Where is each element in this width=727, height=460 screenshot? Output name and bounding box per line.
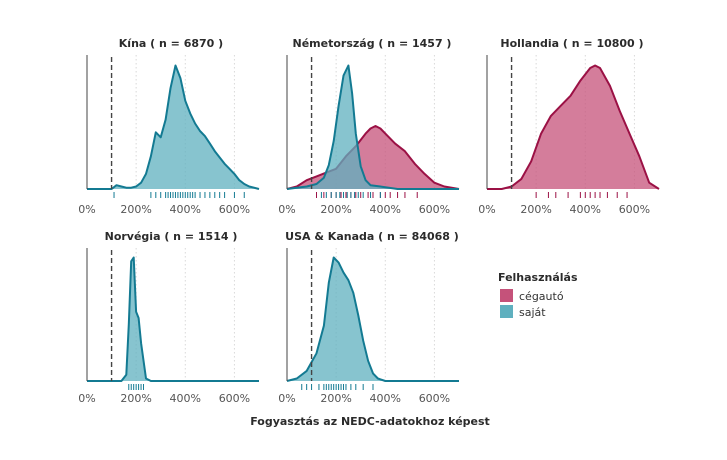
x-tick-label: 600%: [419, 392, 450, 405]
x-tick-label: 200%: [120, 392, 151, 405]
legend-label-sajat: saját: [519, 306, 546, 319]
x-tick-label: 200%: [320, 203, 351, 216]
density-area-cegauto: [487, 65, 659, 189]
x-tick-label: 600%: [619, 203, 650, 216]
plot-area-3: 0% 200% 400% 600%: [78, 248, 259, 405]
panel-norvegia: Norvégia ( n = 1514 ): [105, 230, 238, 243]
legend-swatch-cegauto: [500, 289, 513, 302]
x-tick-label: 400%: [570, 203, 601, 216]
panel-title-kina: Kína ( n = 6870 ): [119, 37, 223, 50]
panel-kina: Kína ( n = 6870 ): [119, 37, 223, 50]
density-area-sajat: [287, 257, 459, 381]
density-line-cegauto: [286, 125, 460, 190]
x-tick-label: 400%: [370, 203, 401, 216]
density-line-sajat: [87, 256, 259, 382]
panel-usa-kanada: USA & Kanada ( n = 84068 ): [285, 230, 459, 243]
density-area-sajat: [87, 65, 259, 189]
x-tick-label: 200%: [520, 203, 551, 216]
legend: Felhasználás cégautó saját: [498, 271, 578, 319]
plot-area-1: 0% 200% 400% 600%: [278, 55, 460, 216]
x-tick-label: 0%: [78, 392, 95, 405]
density-area-cegauto: [287, 126, 459, 189]
density-line-sajat: [286, 256, 459, 382]
density-line-cegauto: [487, 64, 660, 190]
density-area-sajat: [87, 257, 259, 381]
density-line-sajat: [87, 64, 260, 190]
x-tick-label: 400%: [370, 392, 401, 405]
legend-swatch-sajat: [500, 305, 513, 318]
x-tick-label: 0%: [78, 203, 95, 216]
x-tick-label: 400%: [170, 203, 201, 216]
x-tick-label: 600%: [219, 392, 250, 405]
x-tick-label: 0%: [478, 203, 495, 216]
plot-area-0: 0% 200% 400% 600%: [78, 55, 260, 216]
plot-area-4: 0% 200% 400% 600%: [278, 248, 459, 405]
plot-area-2: 0% 200% 400% 600%: [478, 55, 660, 216]
legend-title: Felhasználás: [498, 271, 578, 284]
x-tick-label: 200%: [120, 203, 151, 216]
x-tick-label: 600%: [419, 203, 450, 216]
panel-title-nemetorszag: Németország ( n = 1457 ): [293, 37, 452, 50]
x-tick-label: 400%: [170, 392, 201, 405]
panel-nemetorszag: Németország ( n = 1457 ): [293, 37, 452, 50]
panel-hollandia: Hollandia ( n = 10800 ): [500, 37, 643, 50]
x-tick-label: 200%: [320, 392, 351, 405]
x-tick-label: 0%: [278, 392, 295, 405]
density-line-sajat: [286, 64, 459, 190]
panel-title-usa-kanada: USA & Kanada ( n = 84068 ): [285, 230, 459, 243]
panel-title-norvegia: Norvégia ( n = 1514 ): [105, 230, 238, 243]
x-tick-label: 600%: [219, 203, 250, 216]
x-axis-label: Fogyasztás az NEDC-adatokhoz képest: [250, 415, 490, 428]
x-tick-label: 0%: [278, 203, 295, 216]
panel-title-hollandia: Hollandia ( n = 10800 ): [500, 37, 643, 50]
legend-label-cegauto: cégautó: [519, 290, 564, 303]
